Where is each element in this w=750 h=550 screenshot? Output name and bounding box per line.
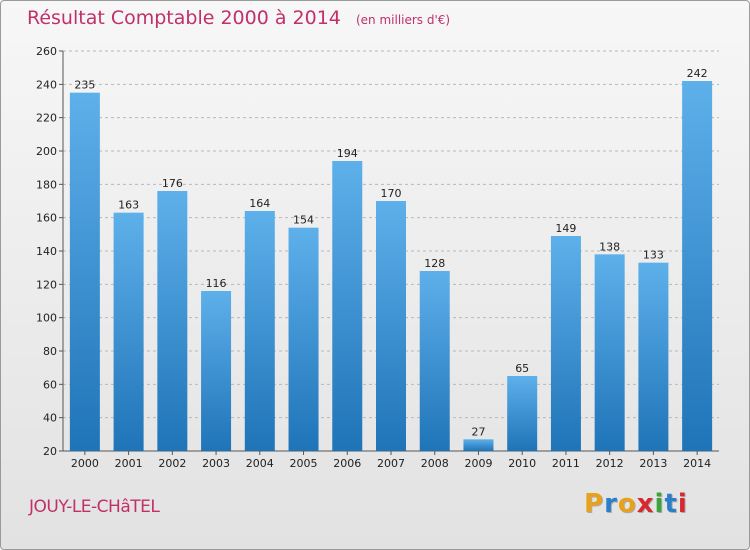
bar	[157, 191, 188, 451]
logo-letter: P	[584, 489, 605, 519]
bar	[69, 92, 100, 452]
y-tick-label: 20	[43, 445, 57, 458]
data-label: 235	[74, 79, 95, 92]
proxiti-logo: Proxiti	[584, 489, 688, 519]
y-tick-label: 60	[43, 378, 57, 391]
x-tick-label: 2008	[421, 457, 449, 470]
x-tick-label: 2005	[290, 457, 318, 470]
data-label: 170	[381, 187, 402, 200]
logo-letter: x	[636, 489, 655, 519]
y-tick-label: 100	[36, 312, 57, 325]
data-label: 149	[555, 222, 576, 235]
y-tick-label: 140	[36, 245, 57, 258]
y-tick-label: 120	[36, 278, 57, 291]
data-label: 128	[424, 257, 445, 270]
x-tick-label: 2003	[202, 457, 230, 470]
y-tick-label: 160	[36, 212, 57, 225]
x-tick-label: 2000	[71, 457, 99, 470]
data-label: 242	[687, 67, 708, 80]
data-label: 163	[118, 199, 139, 212]
y-tick-label: 180	[36, 178, 57, 191]
x-tick-label: 2006	[333, 457, 361, 470]
bar	[682, 81, 713, 451]
data-label: 154	[293, 214, 314, 227]
bar	[507, 376, 538, 451]
y-tick-label: 80	[43, 345, 57, 358]
bar	[550, 236, 581, 451]
bar	[244, 211, 275, 451]
logo-letter: t	[664, 489, 678, 519]
data-label: 176	[162, 177, 183, 190]
bars	[69, 81, 713, 452]
data-label: 133	[643, 249, 664, 262]
chart-title: Résultat Comptable 2000 à 2014 (en milli…	[27, 7, 450, 29]
data-label: 164	[249, 197, 270, 210]
bar	[288, 227, 319, 451]
bar	[332, 161, 363, 451]
x-tick-label: 2011	[552, 457, 580, 470]
bar	[376, 201, 406, 451]
axes: 20 40 60 80 100 120 140 160 180 200 220 240 260	[36, 45, 719, 458]
logo-letter: r	[604, 489, 618, 519]
bar	[594, 254, 625, 451]
commune-name: JOUY-LE-CHâTEL	[29, 497, 160, 517]
bar	[113, 212, 144, 451]
x-tick-label: 2010	[508, 457, 536, 470]
title-text: Résultat Comptable 2000 à 2014	[27, 7, 341, 29]
y-tick-label: 40	[43, 412, 57, 425]
data-label: 27	[471, 425, 485, 438]
data-label: 194	[337, 147, 358, 160]
logo-letter: o	[617, 489, 637, 519]
x-tick-label: 2014	[683, 457, 711, 470]
bar	[463, 439, 494, 451]
labels: 235 2000 163 2001 176 2002 116 2003 164 2004 154 20…	[71, 67, 711, 470]
x-tick-label: 2013	[639, 457, 667, 470]
y-tick-label: 260	[36, 45, 57, 58]
bar	[419, 271, 450, 451]
y-tick-label: 240	[36, 78, 57, 91]
unit-text: (en milliers d'€)	[355, 13, 451, 27]
x-tick-label: 2001	[115, 457, 143, 470]
data-label: 65	[515, 362, 529, 375]
x-tick-label: 2002	[158, 457, 186, 470]
x-tick-label: 2009	[464, 457, 492, 470]
logo-letter: i	[677, 489, 688, 519]
x-tick-label: 2012	[596, 457, 624, 470]
bar	[201, 291, 232, 451]
data-label: 138	[599, 240, 620, 253]
y-tick-label: 220	[36, 112, 57, 125]
data-label: 116	[206, 277, 227, 290]
y-tick-label: 200	[36, 145, 57, 158]
x-tick-label: 2007	[377, 457, 405, 470]
bar	[638, 262, 669, 451]
logo-letter: i	[654, 489, 665, 519]
x-tick-label: 2004	[246, 457, 274, 470]
